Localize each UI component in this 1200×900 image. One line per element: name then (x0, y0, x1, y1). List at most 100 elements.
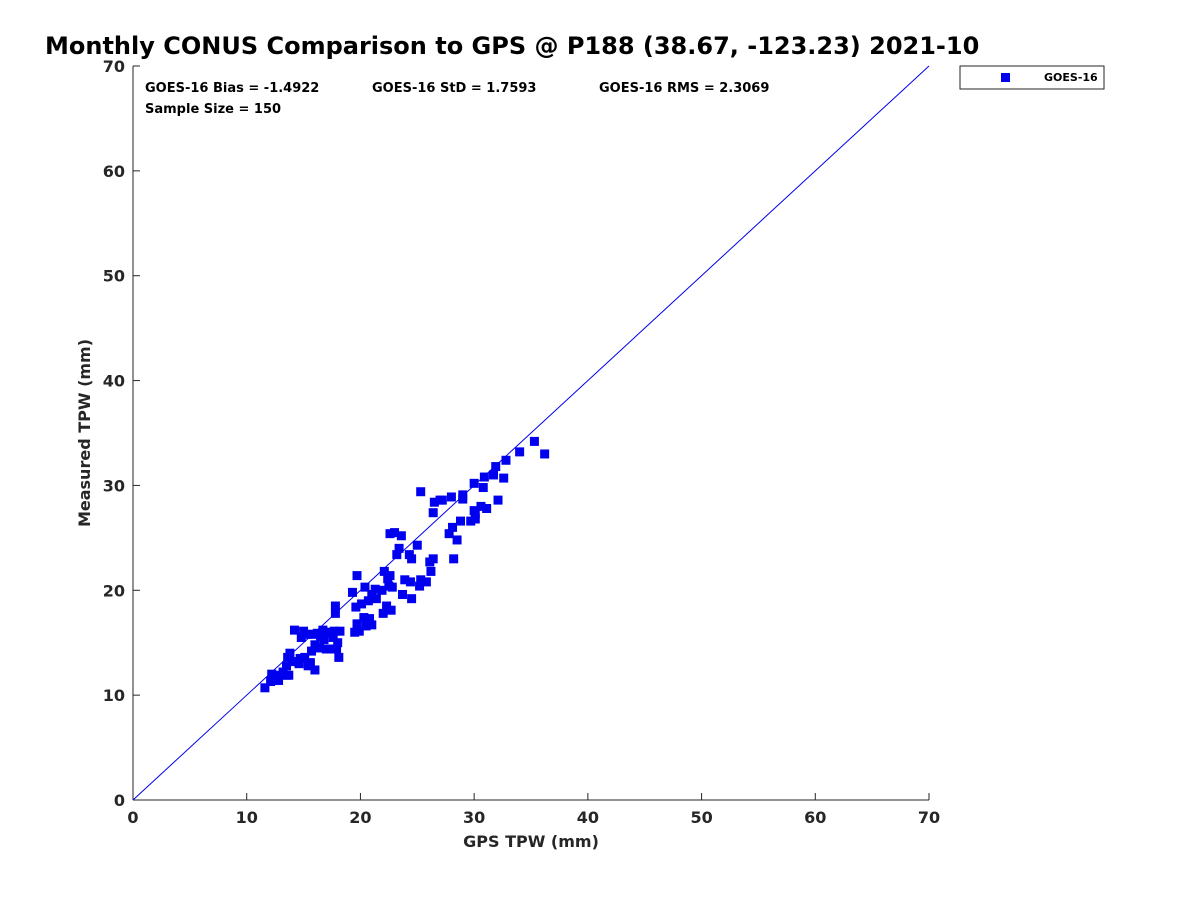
data-point (363, 596, 373, 606)
data-point (476, 501, 486, 511)
one-to-one-line (132, 65, 930, 801)
data-point (335, 626, 345, 636)
data-point (515, 447, 525, 457)
legend-marker-square (1001, 73, 1010, 82)
data-point (529, 436, 539, 446)
data-point (382, 601, 392, 611)
data-point (295, 653, 305, 663)
stat-sample-size: Sample Size = 150 (145, 102, 281, 117)
axis-ticks: 0 10 20 30 40 50 60 70 0 10 20 30 40 50 60 70 (103, 57, 940, 827)
data-point (371, 594, 381, 604)
y-tick-label: 0 (114, 791, 125, 810)
data-point (469, 506, 479, 516)
data-point (491, 462, 501, 472)
stat-std: GOES-16 StD = 1.7593 (372, 81, 536, 96)
data-point (455, 516, 465, 526)
data-point (400, 575, 410, 585)
y-tick-label: 30 (103, 476, 125, 495)
data-point (446, 492, 456, 502)
x-axis-label: GPS TPW (mm) (463, 832, 599, 851)
data-point (350, 627, 360, 637)
chart-title: Monthly CONUS Comparison to GPS @ P188 (… (45, 32, 979, 60)
data-point (448, 522, 458, 532)
x-tick-label: 60 (804, 808, 826, 827)
data-point (296, 632, 306, 642)
data-point (386, 605, 396, 615)
data-point (302, 629, 312, 639)
data-point (378, 608, 388, 618)
data-point (347, 587, 357, 597)
data-point (285, 648, 295, 658)
data-point (284, 670, 294, 680)
data-point (416, 575, 426, 585)
data-point (267, 669, 277, 679)
data-point (478, 483, 488, 493)
data-point (359, 613, 369, 623)
stat-rms: GOES-16 RMS = 2.3069 (599, 81, 769, 96)
data-point (488, 470, 498, 480)
x-tick-label: 10 (236, 808, 258, 827)
data-point (390, 528, 400, 538)
data-point (394, 543, 404, 553)
data-point (429, 497, 439, 507)
data-point (470, 514, 480, 524)
data-point (289, 625, 299, 635)
x-tick-label: 30 (463, 808, 485, 827)
data-point (501, 455, 511, 465)
data-point (310, 665, 320, 675)
data-point (365, 614, 375, 624)
data-point (305, 658, 315, 668)
data-point (308, 629, 318, 639)
data-point (385, 529, 395, 539)
data-point (329, 626, 339, 636)
data-point (294, 659, 304, 669)
y-tick-label: 40 (103, 372, 125, 391)
plot-axes (132, 66, 929, 801)
data-point (377, 585, 387, 595)
data-point (428, 508, 438, 518)
data-point (407, 594, 417, 604)
data-point (392, 550, 402, 560)
data-point (385, 571, 395, 581)
data-point (466, 516, 476, 526)
data-point (398, 589, 408, 599)
data-point (367, 589, 377, 599)
data-point (540, 449, 550, 459)
data-point (274, 675, 284, 685)
data-point (307, 646, 317, 656)
data-point (354, 626, 364, 636)
data-point (333, 638, 343, 648)
data-point (405, 577, 415, 587)
data-point (499, 473, 509, 483)
data-point (361, 621, 371, 631)
data-points (260, 436, 550, 693)
data-point (319, 635, 329, 645)
legend: GOES-16 (959, 65, 1105, 90)
data-point (426, 566, 436, 576)
legend-box (959, 65, 1105, 90)
data-point (367, 620, 377, 630)
data-point (387, 582, 397, 592)
y-tick-label: 20 (103, 581, 125, 600)
y-axis-label: Measured TPW (mm) (75, 339, 94, 527)
data-point (482, 503, 492, 513)
data-point (310, 640, 320, 650)
data-point (449, 554, 459, 564)
data-point (360, 582, 370, 592)
data-point (444, 529, 454, 539)
data-point (428, 554, 438, 564)
data-point (493, 495, 503, 505)
data-point (421, 577, 431, 587)
x-tick-label: 0 (127, 808, 138, 827)
data-point (321, 644, 331, 654)
data-point (334, 652, 344, 662)
x-tick-label: 40 (577, 808, 599, 827)
data-point (407, 554, 417, 564)
data-point (370, 584, 380, 594)
legend-label: GOES-16 (1044, 71, 1098, 84)
data-point (288, 657, 298, 667)
x-tick-label: 20 (349, 808, 371, 827)
data-point (300, 652, 310, 662)
x-tick-label: 70 (918, 808, 940, 827)
